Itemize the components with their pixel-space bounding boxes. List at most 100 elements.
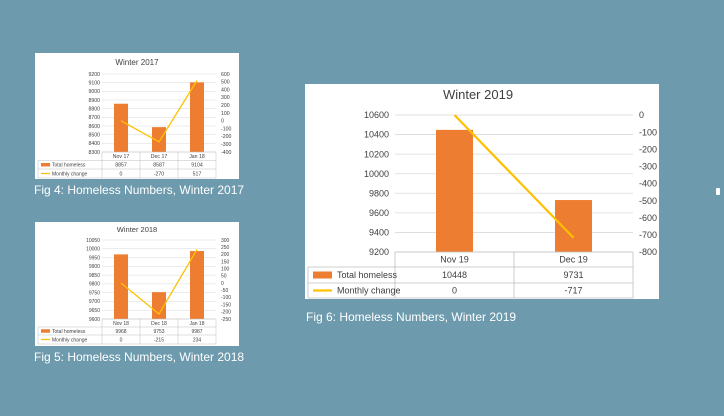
legend-key-bar [41,329,50,333]
data-label: -270 [154,171,164,177]
data-label: 0 [452,286,457,296]
category-label: Nov 19 [440,255,469,265]
bar [190,82,204,152]
data-label: 9753 [153,329,164,335]
y2-tick-label: -100 [221,126,231,132]
legend-label: Total homeless [52,163,86,169]
y-tick-label: 10000 [86,247,100,253]
y-tick-label: 9600 [89,317,100,323]
edge-marker [716,188,720,195]
y2-tick-label: -500 [639,196,657,206]
y-tick-label: 9850 [89,273,100,279]
y2-tick-label: -150 [221,302,231,308]
legend-key-bar [41,163,50,167]
bar [190,251,204,319]
y-tick-label: 8400 [88,141,100,147]
data-label: 8857 [115,163,127,169]
legend-label: Monthly change [337,286,401,296]
y-tick-label: 9800 [369,188,389,198]
legend-label: Total homeless [52,329,86,335]
y-tick-label: 10400 [364,130,389,140]
chart-svg: Winter 2019 9200 9400 9600 9800 10000 10200 104… [307,87,657,299]
y2-tick-label: 0 [221,281,224,287]
y2-tick-label: -300 [639,162,657,172]
y2-tick-label: -200 [639,144,657,154]
chart-svg: Winter 2017 8300 8400 8500 8600 8700 8800 8900 9… [37,58,231,179]
y2-tick-label: -700 [639,230,657,240]
y2-tick-label: 200 [221,103,230,109]
chart-panel-winter-2017: Winter 2017 8300 8400 8500 8600 8700 8800 8900 9… [35,53,239,179]
bar [436,129,473,252]
data-label: -717 [564,286,582,296]
chart-svg: Winter 2018 9600 9650 9700 9750 9800 9850 9900 9… [37,225,231,345]
y2-tick-label: 100 [221,111,230,117]
y-tick-label: 8300 [88,150,100,156]
y-tick-label: 9900 [89,264,100,270]
caption-fig-5: Fig 5: Homeless Numbers, Winter 2018 [34,350,245,364]
legend-key-bar [313,271,332,279]
y2-tick-label: -400 [639,179,657,189]
data-label: -215 [154,337,164,343]
y2-tick-label: 50 [221,274,227,280]
y2-tick-label: -200 [221,134,231,140]
chart-panel-winter-2019: Winter 2019 9200 9400 9600 9800 10000 10200 104… [305,84,659,299]
bar [555,200,592,252]
category-label: Jan 18 [189,154,205,160]
category-label: Nov 17 [113,154,130,160]
caption-fig-6: Fig 6: Homeless Numbers, Winter 2019 [306,310,517,324]
y2-tick-label: -100 [639,127,657,137]
y-tick-label: 9650 [89,308,100,314]
data-label: 9104 [191,163,203,169]
line-series [453,114,575,239]
y-tick-label: 8800 [88,106,100,112]
y-tick-label: 8600 [88,124,100,130]
y-tick-label: 10000 [364,169,389,179]
y2-tick-label: -800 [639,247,657,257]
y2-tick-label: 0 [221,119,224,125]
y-tick-label: 8700 [88,115,100,121]
data-label: 9987 [191,329,202,335]
y2-tick-label: 600 [221,72,230,78]
y2-tick-label: 300 [221,95,230,101]
y-tick-label: 8900 [88,98,100,104]
category-label: Dec 19 [559,255,588,265]
y2-tick-label: -200 [221,310,231,316]
y2-tick-label: 100 [221,266,230,272]
category-label: Dec 17 [151,154,168,160]
y-tick-label: 9950 [89,255,100,261]
y2-tick-label: 300 [221,238,230,244]
line-series [120,249,198,315]
category-label: Jan 18 [189,321,204,327]
y2-tick-label: -600 [639,213,657,223]
y2-tick-label: 150 [221,259,230,265]
data-label: 0 [120,337,123,343]
y2-tick-label: -250 [221,317,231,323]
data-label: 9731 [563,270,583,280]
bar [114,103,128,152]
bar [114,254,128,319]
y2-tick-label: -400 [221,150,231,156]
data-label: 517 [193,171,202,177]
y-tick-label: 10050 [86,238,100,244]
y-tick-label: 9000 [88,89,100,95]
data-label: 0 [120,171,123,177]
y2-tick-label: -100 [221,295,231,301]
y-tick-label: 10200 [364,149,389,159]
y2-tick-label: -300 [221,142,231,148]
y2-tick-label: 250 [221,245,230,251]
y-tick-label: 9200 [88,72,100,78]
y-tick-label: 9800 [89,282,100,288]
bar [152,292,166,319]
legend-label: Monthly change [52,171,88,177]
legend-label: Total homeless [337,270,398,280]
y-tick-label: 9700 [89,299,100,305]
category-label: Dec 18 [151,321,167,327]
y-tick-label: 9750 [89,290,100,296]
data-label: 234 [193,337,202,343]
y-tick-label: 10600 [364,110,389,120]
y2-tick-label: -50 [221,288,228,294]
legend-label: Monthly change [52,337,88,343]
y2-tick-label: 500 [221,80,230,86]
y-tick-label: 9200 [369,247,389,257]
data-label: 9968 [115,329,126,335]
